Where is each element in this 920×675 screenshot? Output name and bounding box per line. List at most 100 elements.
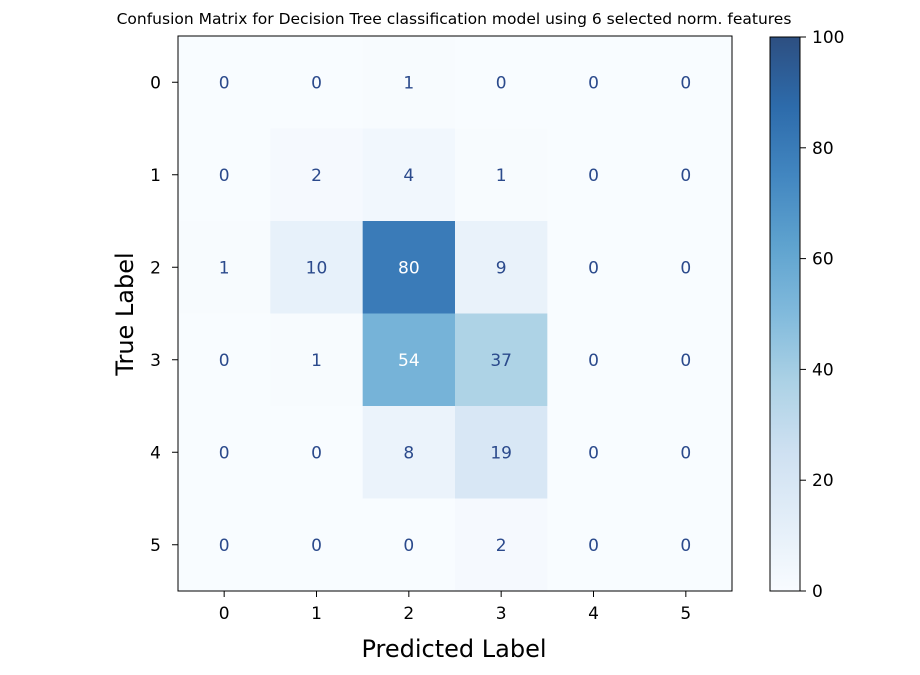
heatmap-cell xyxy=(270,128,364,222)
heatmap-cell xyxy=(270,36,364,129)
heatmap-cell xyxy=(362,406,456,499)
y-tick-label: 2 xyxy=(150,258,161,278)
cell-value-label: 0 xyxy=(588,258,599,278)
heatmap-cell xyxy=(547,406,641,499)
heatmap-cell xyxy=(362,128,456,222)
cell-value-label: 4 xyxy=(403,166,414,186)
heatmap-cell xyxy=(362,498,456,592)
cell-value-label: 37 xyxy=(490,351,512,371)
x-axis-label: Predicted Label xyxy=(361,635,546,663)
y-tick-label: 4 xyxy=(150,443,161,463)
cell-value-label: 0 xyxy=(311,536,322,556)
cell-value-label: 0 xyxy=(588,73,599,93)
x-tick-label: 3 xyxy=(496,604,507,624)
heatmap-cell xyxy=(362,36,456,129)
colorbar-tick-label: 100 xyxy=(812,28,844,48)
heatmap-cell xyxy=(547,36,641,129)
heatmap-cell xyxy=(547,498,641,592)
heatmap-cell xyxy=(455,313,548,407)
cell-value-label: 1 xyxy=(496,166,507,186)
heatmap-cell xyxy=(178,313,271,407)
x-tick-label: 1 xyxy=(311,604,322,624)
colorbar-tick-label: 60 xyxy=(812,250,834,270)
colorbar-tick-label: 80 xyxy=(812,139,834,159)
heatmap-cell xyxy=(639,313,733,407)
cell-value-label: 0 xyxy=(680,351,691,371)
cell-value-label: 0 xyxy=(680,258,691,278)
cell-value-label: 0 xyxy=(219,443,230,463)
cell-value-label: 2 xyxy=(496,536,507,556)
cell-value-label: 0 xyxy=(588,351,599,371)
cell-value-label: 0 xyxy=(680,166,691,186)
cell-value-label: 0 xyxy=(219,166,230,186)
heatmap-cell xyxy=(270,498,364,592)
heatmap-cell xyxy=(639,498,733,592)
y-axis-ticks: 0 1 2 3 4 5 xyxy=(150,73,178,556)
heatmap-cell xyxy=(178,128,271,222)
cell-value-label: 1 xyxy=(403,73,414,93)
cell-value-label: 0 xyxy=(588,443,599,463)
heatmap-cell xyxy=(270,221,364,314)
cell-value-label: 0 xyxy=(588,536,599,556)
cell-value-label: 19 xyxy=(490,443,512,463)
chart-title: Confusion Matrix for Decision Tree class… xyxy=(117,10,792,28)
x-tick-label: 0 xyxy=(219,604,230,624)
colorbar-tick-label: 20 xyxy=(812,471,834,491)
plot-frame xyxy=(177,35,733,592)
cell-value-label: 10 xyxy=(306,258,328,278)
cell-value-label: 0 xyxy=(680,443,691,463)
cell-value-label: 0 xyxy=(588,166,599,186)
cell-value-label: 0 xyxy=(311,443,322,463)
y-tick-label: 0 xyxy=(150,73,161,93)
y-tick-label: 3 xyxy=(150,351,161,371)
cell-value-label: 0 xyxy=(219,73,230,93)
y-axis-label: True Label xyxy=(111,252,139,376)
heatmap-cell xyxy=(547,313,641,407)
cell-value-label: 80 xyxy=(398,258,420,278)
cell-value-label: 0 xyxy=(403,536,414,556)
heatmap-cell xyxy=(270,313,364,407)
heatmap-cell xyxy=(639,406,733,499)
heatmap-cell xyxy=(455,36,548,129)
cell-value-label: 2 xyxy=(311,166,322,186)
cell-value-label: 0 xyxy=(311,73,322,93)
heatmap-cell xyxy=(178,498,271,592)
cell-value-label: 0 xyxy=(219,536,230,556)
cell-value-label: 1 xyxy=(219,258,230,278)
heatmap-cell xyxy=(455,498,548,592)
cell-value-label: 54 xyxy=(398,351,420,371)
y-tick-label: 1 xyxy=(150,166,161,186)
x-axis-ticks: 0 1 2 3 4 5 xyxy=(219,591,691,624)
x-tick-label: 5 xyxy=(680,604,691,624)
heatmap-cells: 0 0 1 0 0 00 2 4 1 0 01 10 80 9 0 00 1 54 37 0 00 0 8 19 0 00 0 0 2 0… xyxy=(178,36,733,592)
heatmap-cell xyxy=(455,128,548,222)
cell-value-label: 0 xyxy=(680,73,691,93)
colorbar xyxy=(769,36,801,592)
cell-value-label: 9 xyxy=(496,258,507,278)
heatmap-cell xyxy=(178,36,271,129)
heatmap-cell xyxy=(455,221,548,314)
heatmap-cell xyxy=(639,128,733,222)
cell-value-label: 1 xyxy=(311,351,322,371)
heatmap-cell xyxy=(639,36,733,129)
heatmap-cell xyxy=(362,221,456,314)
heatmap-cell xyxy=(455,406,548,499)
heatmap-cell xyxy=(547,221,641,314)
heatmap-cell xyxy=(639,221,733,314)
cell-value-label: 0 xyxy=(680,536,691,556)
x-tick-label: 2 xyxy=(403,604,414,624)
cell-value-label: 0 xyxy=(496,73,507,93)
heatmap-cell xyxy=(547,128,641,222)
colorbar-tick-label: 0 xyxy=(812,582,823,602)
cell-value-label: 0 xyxy=(219,351,230,371)
colorbar-tick-label: 40 xyxy=(812,360,834,380)
heatmap-cell xyxy=(178,406,271,499)
x-tick-label: 4 xyxy=(588,604,599,624)
heatmap-cell xyxy=(362,313,456,407)
heatmap-cell xyxy=(270,406,364,499)
cell-value-label: 8 xyxy=(403,443,414,463)
heatmap-cell xyxy=(178,221,271,314)
y-tick-label: 5 xyxy=(150,536,161,556)
colorbar-ticks: 0 20 40 60 80 100 xyxy=(800,28,844,602)
